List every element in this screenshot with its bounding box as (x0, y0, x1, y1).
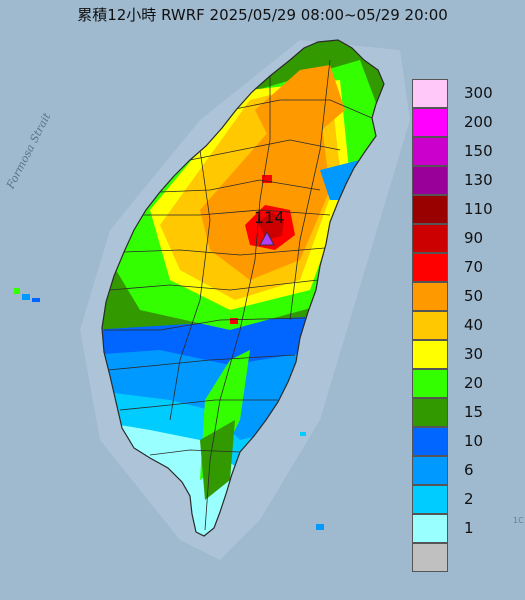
legend-swatch (412, 224, 448, 253)
legend-label: 90 (464, 229, 484, 247)
boundaries (104, 59, 373, 531)
band-orange (200, 110, 330, 280)
legend-swatch (412, 369, 448, 398)
legend-label: 50 (464, 287, 484, 305)
legend-swatch (412, 543, 448, 572)
legend-label: 70 (464, 258, 484, 276)
legend-swatch (412, 79, 448, 108)
legend-swatch (412, 137, 448, 166)
legend-swatch (412, 456, 448, 485)
max-value-label: 114 (254, 208, 285, 227)
max-value-marker (259, 230, 275, 246)
spot-red-2 (230, 318, 238, 324)
legend-label: 40 (464, 316, 484, 334)
orchid-island (300, 432, 306, 436)
legend-swatch (412, 195, 448, 224)
penghu-island-3 (32, 298, 40, 302)
legend-swatch (412, 108, 448, 137)
band-darkred (258, 212, 284, 240)
legend-label: 200 (464, 113, 493, 131)
spot-red-1 (262, 175, 272, 183)
legend-swatch (412, 427, 448, 456)
legend-swatch (412, 514, 448, 543)
legend-label: 2 (464, 490, 474, 508)
legend-swatch (412, 166, 448, 195)
legend-label: 20 (464, 374, 484, 392)
legend-label: 150 (464, 142, 493, 160)
legend-swatch (412, 253, 448, 282)
legend-swatch (412, 311, 448, 340)
edge-number: 1C (513, 516, 524, 525)
legend-label: 30 (464, 345, 484, 363)
penghu-island-2 (22, 294, 30, 300)
legend-label: 6 (464, 461, 474, 479)
legend-label: 15 (464, 403, 484, 421)
legend-swatch (412, 398, 448, 427)
penghu-island (14, 288, 20, 294)
legend-swatch (412, 485, 448, 514)
green-island (316, 524, 324, 530)
legend-label: 110 (464, 200, 493, 218)
band-orange-north (255, 65, 345, 140)
legend-label: 1 (464, 519, 474, 537)
legend-label: 300 (464, 84, 493, 102)
legend-label: 130 (464, 171, 493, 189)
legend-swatch (412, 282, 448, 311)
legend-swatch (412, 340, 448, 369)
legend-label: 10 (464, 432, 484, 450)
map-title: 累積12小時 RWRF 2025/05/29 08:00~05/29 20:00 (77, 6, 448, 24)
